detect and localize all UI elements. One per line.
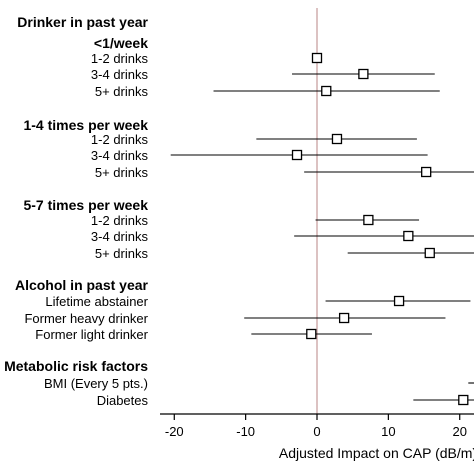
x-tick-label: -10 — [236, 424, 255, 439]
group-label: Drinker in past year — [17, 14, 148, 30]
point-estimate — [291, 149, 303, 161]
x-tick-label: 10 — [381, 424, 395, 439]
row-label: 5+ drinks — [95, 84, 149, 99]
point-estimate — [358, 68, 369, 80]
point-estimate — [424, 247, 435, 259]
group-label: Metabolic risk factors — [4, 358, 148, 374]
row-label: Diabetes — [97, 393, 149, 408]
row-label: 3-4 drinks — [91, 148, 149, 163]
plot-area — [160, 8, 474, 420]
subgroup-label: 1-4 times per week — [23, 117, 148, 133]
row-label: 3-4 drinks — [91, 229, 149, 244]
point-estimate — [338, 312, 350, 324]
row-label: Former light drinker — [35, 327, 148, 342]
row-label: Lifetime abstainer — [45, 294, 148, 309]
group-label: Alcohol in past year — [15, 277, 149, 293]
row-label: Former heavy drinker — [24, 311, 148, 326]
row-label: BMI (Every 5 pts.) — [44, 376, 148, 391]
row-label: 1-2 drinks — [91, 51, 149, 66]
point-estimate — [458, 394, 469, 406]
row-label: 1-2 drinks — [91, 213, 149, 228]
x-tick-label: -20 — [165, 424, 184, 439]
x-axis-title: Adjusted Impact on CAP (dB/m) — [279, 445, 474, 461]
point-estimate — [421, 166, 432, 178]
point-estimate — [306, 328, 317, 340]
point-estimate — [363, 214, 374, 226]
row-label: 3-4 drinks — [91, 67, 149, 82]
point-estimate — [331, 133, 343, 145]
subgroup-label: <1/week — [94, 35, 148, 51]
x-tick-label: 20 — [452, 424, 466, 439]
point-estimate — [393, 295, 405, 307]
point-estimate — [321, 85, 332, 97]
row-label: 5+ drinks — [95, 246, 149, 261]
point-estimate — [311, 52, 323, 64]
row-label: 5+ drinks — [95, 165, 149, 180]
row-label: 1-2 drinks — [91, 132, 149, 147]
point-estimate — [403, 230, 414, 242]
x-tick-label: 0 — [313, 424, 320, 439]
subgroup-label: 5-7 times per week — [23, 197, 148, 213]
